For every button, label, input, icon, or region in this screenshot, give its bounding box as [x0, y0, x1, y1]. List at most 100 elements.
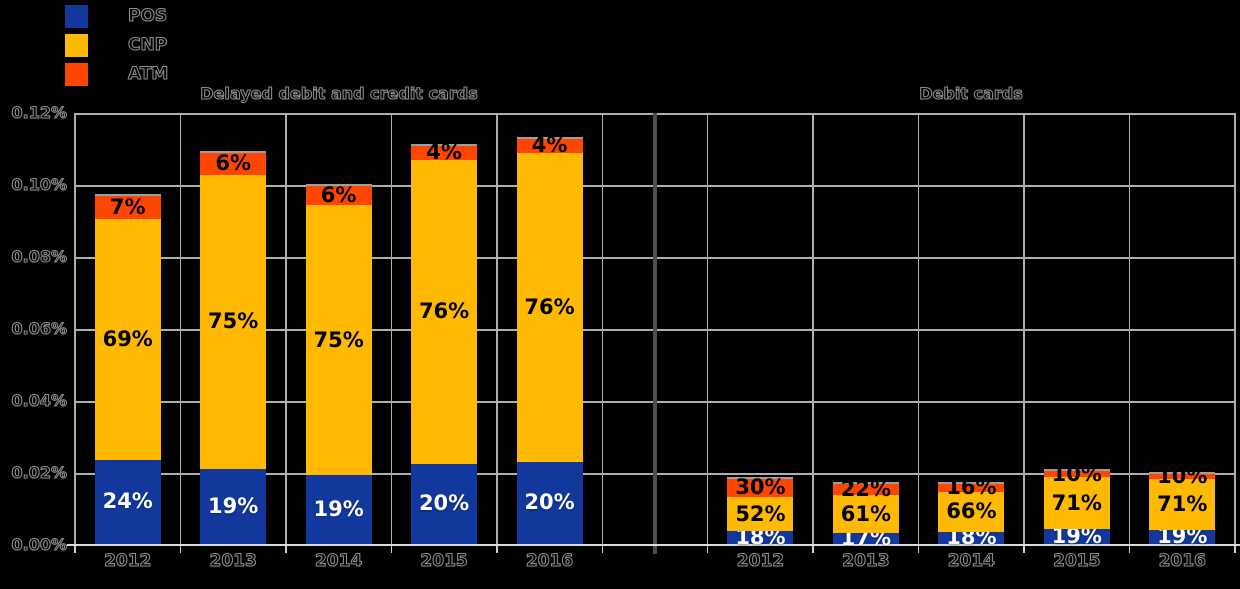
segment-label-pos: 19% [208, 493, 259, 518]
gridline-vertical [917, 113, 920, 545]
legend-label-cnp: CNP [127, 35, 168, 56]
bar-debit-2013: 17% 61% 22% [832, 476, 899, 548]
segment-pos: 17% [832, 527, 899, 548]
bar-delayed-2013: 19% 75% 6% [200, 151, 267, 544]
segment-cnp: 69% [94, 218, 161, 460]
gridline-vertical [1023, 113, 1025, 545]
segment-pos: 19% [305, 475, 372, 544]
segment-label-atm: 10% [1051, 461, 1102, 486]
gridline-vertical [179, 113, 182, 545]
x-axis-label-2013: 2013 [842, 551, 890, 572]
bar-debit-2014: 18% 66% 16% [938, 477, 1005, 548]
gridline-vertical [285, 113, 287, 545]
segment-label-cnp: 52% [735, 501, 786, 526]
segment-cnp: 75% [305, 205, 372, 476]
legend-item-cnp: CNP [65, 34, 168, 57]
legend-item-atm: ATM [65, 63, 169, 86]
segment-label-pos: 20% [524, 490, 575, 515]
segment-label-atm: 16% [946, 475, 997, 500]
group-divider [653, 113, 657, 554]
segment-label-pos: 19% [1051, 523, 1102, 548]
segment-label-pos: 20% [418, 491, 470, 516]
segment-atm: 10% [1149, 465, 1216, 486]
segment-cnp: 76% [411, 159, 478, 464]
y-axis-label: 0.00% [11, 535, 68, 555]
segment-atm: 30% [727, 476, 794, 498]
segment-label-cnp: 76% [418, 299, 470, 324]
segment-atm: 6% [305, 182, 372, 207]
bar-debit-2016: 19% 71% 10% [1149, 465, 1216, 547]
x-axis-tick [74, 546, 76, 553]
segment-label-cnp: 66% [946, 499, 997, 524]
gridline-vertical [601, 113, 604, 545]
segment-pos: 20% [411, 463, 478, 544]
x-axis-label-2016: 2016 [1158, 551, 1206, 572]
x-axis-tick [601, 546, 604, 553]
y-axis-label: 0.02% [11, 463, 68, 483]
x-axis-tick [496, 546, 498, 553]
bar-delayed-2014: 19% 75% 6% [305, 182, 372, 544]
segment-pos: 19% [1043, 525, 1110, 546]
segment-label-cnp: 71% [1157, 491, 1208, 516]
x-axis-tick [1023, 546, 1025, 553]
segment-label-atm: 4% [426, 140, 462, 165]
x-axis-label-2014: 2014 [947, 551, 996, 572]
bar-debit-2015: 19% 71% 10% [1043, 463, 1110, 546]
segment-label-cnp: 75% [208, 309, 259, 334]
x-axis-tick [1234, 546, 1236, 553]
y-axis-label: 0.08% [11, 247, 68, 267]
segment-atm: 6% [200, 151, 267, 175]
x-axis-tick [390, 546, 393, 553]
y-axis-label: 0.06% [11, 319, 68, 339]
gridline-vertical [390, 113, 393, 545]
segment-atm: 10% [1043, 463, 1110, 484]
gridline-vertical [812, 113, 814, 545]
segment-pos: 19% [200, 468, 267, 544]
segment-atm: 16% [938, 477, 1005, 498]
x-axis-label-2016: 2016 [525, 551, 574, 572]
segment-cnp: 75% [200, 174, 267, 469]
segment-pos: 18% [938, 527, 1005, 548]
segment-pos: 19% [1149, 526, 1216, 547]
bar-delayed-2016: 20% 76% 4% [516, 135, 583, 544]
legend-label-atm: ATM [127, 64, 169, 85]
segment-atm: 4% [411, 140, 478, 165]
segment-label-cnp: 69% [102, 326, 153, 351]
segment-label-pos: 18% [735, 524, 786, 549]
gridline-vertical [74, 113, 76, 545]
y-axis-label: 0.12% [11, 103, 68, 123]
x-axis-tick [706, 546, 709, 553]
x-axis-label-2013: 2013 [209, 551, 257, 572]
segment-atm: 4% [516, 135, 583, 156]
segment-cnp: 71% [1043, 476, 1110, 530]
group-title-debit-cards: Debit cards [919, 84, 1023, 104]
x-axis-tick [812, 546, 814, 553]
segment-label-cnp: 61% [840, 501, 892, 526]
gridline-vertical [1128, 113, 1131, 545]
segment-label-pos: 19% [1157, 524, 1208, 549]
segment-label-atm: 7% [109, 195, 146, 220]
x-axis-tick [285, 546, 287, 553]
bar-delayed-2012: 24% 69% 7% [94, 194, 161, 544]
x-axis-tick [179, 546, 182, 553]
segment-cnp: 66% [938, 491, 1005, 533]
x-axis-line [67, 543, 1240, 546]
bar-delayed-2015: 20% 76% 4% [411, 140, 478, 544]
segment-label-atm: 6% [320, 182, 357, 207]
gridline-vertical [1234, 113, 1236, 545]
bar-debit-2012: 18% 52% 30% [727, 476, 794, 547]
segment-pos: 24% [94, 459, 161, 544]
segment-label-pos: 19% [313, 496, 364, 521]
y-axis-label: 0.10% [11, 175, 68, 195]
segment-label-atm: 10% [1157, 463, 1208, 488]
gridline-vertical [496, 113, 498, 545]
segment-label-atm: 22% [840, 476, 892, 501]
segment-label-cnp: 75% [313, 327, 364, 352]
segment-cnp: 52% [727, 496, 794, 532]
segment-atm: 7% [94, 194, 161, 220]
legend-swatch-cnp [65, 34, 88, 57]
x-axis-label-2012: 2012 [104, 551, 152, 572]
x-axis-label-2012: 2012 [736, 551, 785, 572]
legend-swatch-atm [65, 63, 88, 86]
